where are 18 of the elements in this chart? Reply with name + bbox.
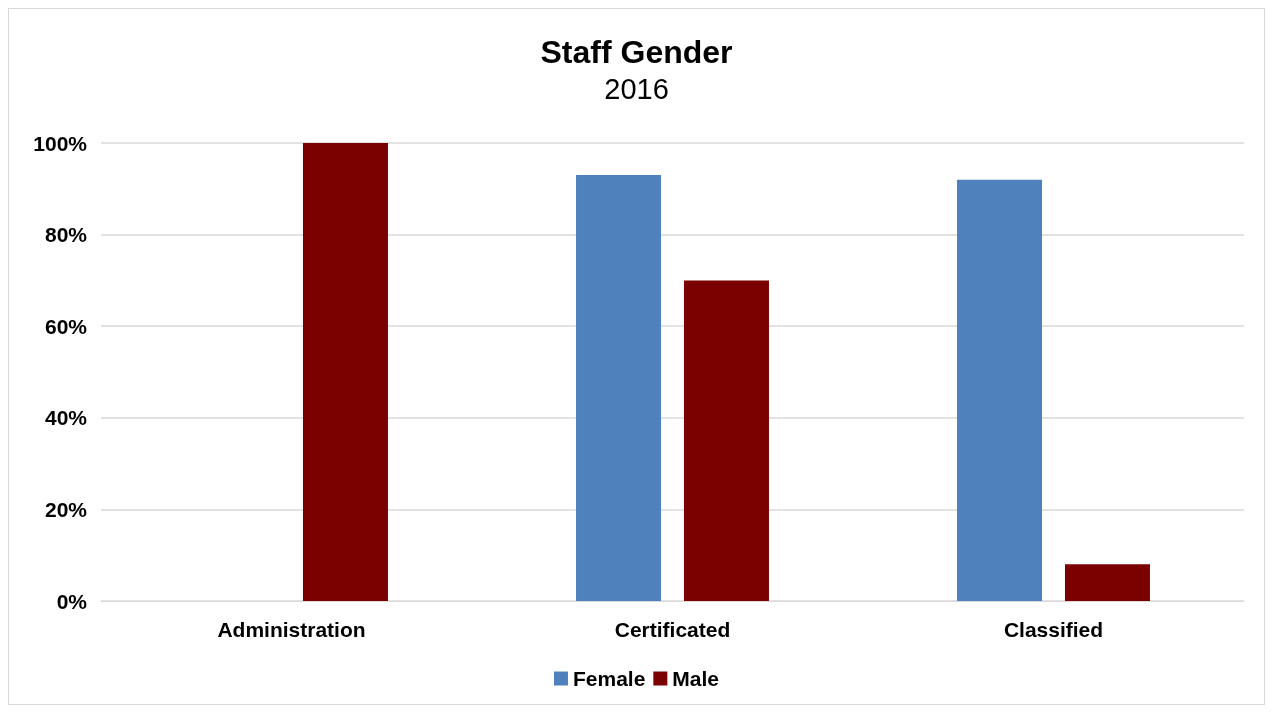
bar	[1064, 564, 1150, 601]
bar	[957, 179, 1043, 601]
y-tick-label: 100%	[33, 131, 88, 155]
y-tick-label: 0%	[56, 589, 88, 613]
x-tick-label: Administration	[217, 618, 366, 641]
y-tick-label: 80%	[44, 223, 88, 247]
bar	[302, 143, 388, 601]
x-tick-label: Classified	[1003, 618, 1104, 641]
chart-title: Staff Gender	[540, 34, 733, 70]
x-tick-label: Certificated	[614, 618, 731, 641]
y-tick-label: 60%	[44, 314, 88, 338]
y-tick-label: 40%	[44, 406, 88, 430]
bar	[576, 175, 662, 601]
bar	[683, 280, 769, 601]
legend-label: Male	[672, 667, 720, 690]
chart-subtitle: 2016	[604, 72, 669, 105]
y-tick-label: 20%	[44, 497, 88, 521]
legend-label: Female	[572, 667, 646, 690]
